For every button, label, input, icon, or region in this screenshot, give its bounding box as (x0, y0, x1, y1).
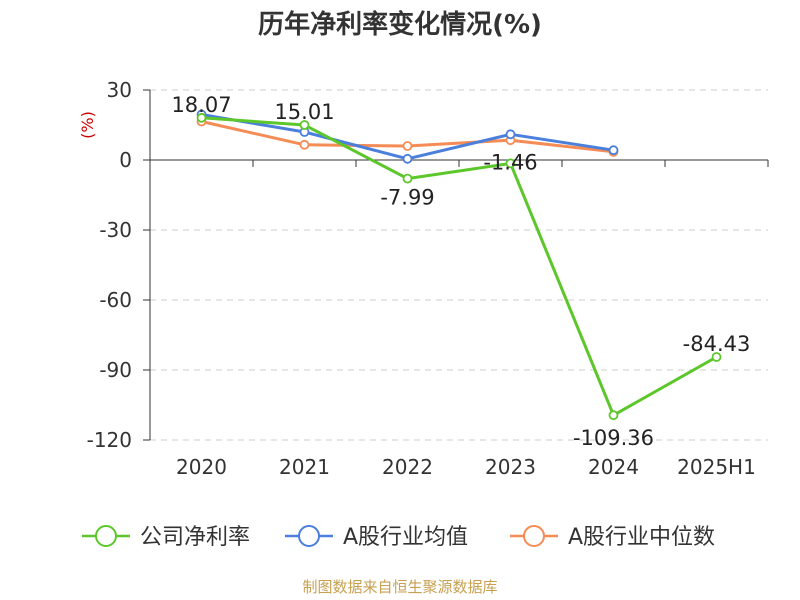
data-point (402, 153, 413, 164)
y-tick-label: -120 (87, 428, 132, 452)
chart-title: 历年净利率变化情况(%) (258, 9, 542, 40)
legend-item[interactable]: A股行业中位数 (510, 525, 715, 550)
x-tick-labels: 2020 2021 2022 2023 2024 2025H1 (176, 455, 756, 479)
x-tick-label: 2023 (485, 455, 536, 479)
data-point (711, 352, 722, 362)
y-tick-label: 0 (119, 148, 132, 172)
series-layer (196, 109, 722, 421)
source-note: 制图数据来自恒生聚源数据库 (302, 578, 497, 596)
legend-swatch-marker (523, 525, 545, 547)
x-tick-label: 2024 (588, 455, 639, 479)
data-label: -7.99 (380, 186, 434, 210)
y-tick-label: 30 (107, 78, 132, 102)
legend-swatch-marker (95, 525, 117, 547)
y-tick-label: -90 (99, 358, 132, 382)
data-point (299, 139, 310, 150)
data-label: 18.07 (171, 93, 231, 117)
y-tick-label: -60 (99, 288, 132, 312)
series-line-0 (201, 116, 718, 417)
data-label: -1.46 (483, 150, 537, 174)
gridlines (150, 89, 768, 441)
data-point (505, 129, 516, 140)
legend[interactable]: 公司净利率 A股行业均值 A股行业中位数 (82, 525, 715, 550)
legend-item[interactable]: 公司净利率 (82, 525, 250, 550)
x-tick-label: 2025H1 (677, 455, 756, 479)
data-label: 15.01 (274, 100, 334, 124)
legend-label: A股行业均值 (343, 525, 468, 550)
x-tick-label: 2021 (279, 455, 330, 479)
y-axis-unit-label: (%) (78, 111, 97, 139)
data-point (402, 173, 413, 184)
data-point (299, 120, 310, 130)
x-tick-label: 2020 (176, 455, 227, 479)
legend-label: 公司净利率 (140, 525, 250, 550)
axes (143, 89, 769, 441)
data-point (505, 158, 516, 169)
legend-label: A股行业中位数 (568, 525, 715, 550)
data-labels: 18.07 15.01 -7.99 -1.46 -109.36 -84.43 (171, 93, 750, 450)
data-point (402, 141, 413, 151)
y-tick-labels: 30 0 -30 -60 -90 -120 (87, 78, 132, 452)
data-point (196, 112, 207, 123)
legend-swatch-marker (298, 525, 320, 547)
y-tick-label: -30 (99, 218, 132, 242)
data-label: -109.36 (573, 426, 654, 450)
x-tick-label: 2022 (382, 455, 433, 479)
data-label: -84.43 (683, 332, 751, 356)
data-point (608, 145, 619, 156)
legend-item[interactable]: A股行业均值 (285, 525, 468, 550)
data-point (608, 410, 619, 421)
